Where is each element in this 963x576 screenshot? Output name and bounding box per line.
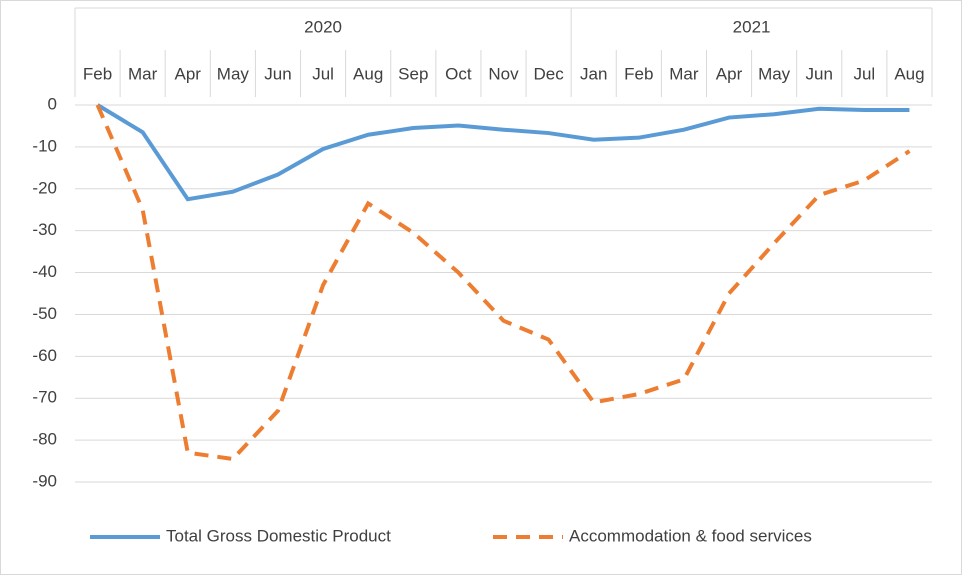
category-group-label: 2020 — [304, 17, 342, 36]
data-line — [96, 103, 910, 202]
x-tick-label: Aug — [353, 64, 383, 83]
y-tick-label: -50 — [32, 304, 57, 323]
y-tick-label: -30 — [32, 220, 57, 239]
legend-label: Accommodation & food services — [569, 526, 812, 545]
y-tick-label: -80 — [32, 430, 57, 449]
x-tick-label: Feb — [83, 64, 112, 83]
x-tick-label: Jan — [580, 64, 607, 83]
y-tick-label: -20 — [32, 178, 57, 197]
x-tick-label: Feb — [624, 64, 653, 83]
y-tick-label: -90 — [32, 471, 57, 490]
x-tick-label: Jun — [264, 64, 291, 83]
x-tick-label: Jul — [312, 64, 334, 83]
x-tick-label: Apr — [716, 64, 743, 83]
x-tick-label: Sep — [398, 64, 428, 83]
y-tick-label: -60 — [32, 346, 57, 365]
y-tick-label: -10 — [32, 136, 57, 155]
x-tick-label: Jun — [806, 64, 833, 83]
x-tick-label: Mar — [669, 64, 699, 83]
x-tick-label: May — [758, 64, 791, 83]
y-tick-label: -70 — [32, 388, 57, 407]
x-tick-label: Mar — [128, 64, 158, 83]
x-tick-label: Apr — [175, 64, 202, 83]
legend-label: Total Gross Domestic Product — [166, 526, 391, 545]
x-tick-label: Nov — [488, 64, 519, 83]
x-tick-label: May — [217, 64, 250, 83]
data-line — [95, 104, 911, 462]
x-tick-label: Jul — [853, 64, 875, 83]
x-tick-label: Aug — [894, 64, 924, 83]
x-tick-label: Oct — [445, 64, 472, 83]
y-tick-label: -40 — [32, 262, 57, 281]
y-tick-label: 0 — [48, 94, 57, 113]
x-tick-label: Dec — [533, 64, 564, 83]
category-group-label: 2021 — [733, 17, 771, 36]
